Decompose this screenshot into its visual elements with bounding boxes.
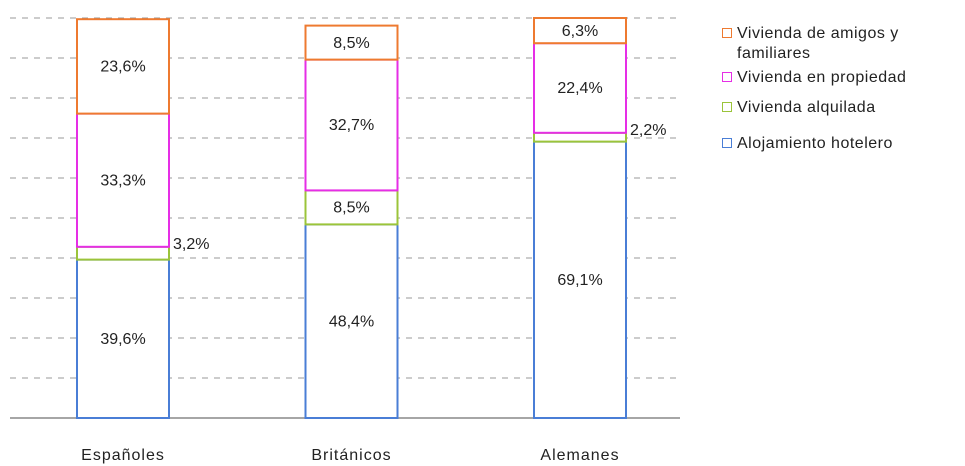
bar-segment	[304, 223, 399, 419]
data-label: 69,1%	[557, 272, 602, 289]
x-tick-label: Alemanes	[540, 447, 619, 464]
bar-segment	[533, 131, 627, 143]
data-label: 3,2%	[173, 236, 209, 253]
bar-segment	[533, 140, 627, 419]
data-label: 8,5%	[333, 200, 369, 217]
legend-item: Vivienda en propiedad	[722, 68, 962, 88]
legend: Vivienda de amigos y familiares Vivienda …	[722, 24, 962, 154]
legend-swatch	[722, 72, 732, 82]
legend-swatch	[722, 28, 732, 38]
bar-segment	[533, 17, 627, 45]
data-label: 2,2%	[630, 122, 666, 139]
legend-item: Vivienda de amigos y familiares	[722, 24, 962, 64]
data-label: 33,3%	[100, 172, 145, 189]
data-label: 23,6%	[100, 59, 145, 76]
bar-segment	[76, 258, 170, 419]
legend-label: Vivienda en propiedad	[737, 69, 907, 86]
bar-segment	[533, 42, 627, 134]
data-label: 39,6%	[100, 331, 145, 348]
x-tick-label: Españoles	[81, 447, 165, 464]
data-label: 6,3%	[562, 23, 598, 40]
legend-label: Vivienda de amigos y familiares	[737, 25, 899, 62]
bar-segment	[304, 58, 399, 192]
legend-item: Vivienda alquilada	[722, 98, 962, 118]
data-label: 8,5%	[333, 35, 369, 52]
x-tick-label: Británicos	[311, 447, 391, 464]
bar-segment	[76, 18, 170, 115]
legend-swatch	[722, 102, 732, 112]
legend-label: Alojamiento hotelero	[737, 135, 893, 152]
bar-segment	[304, 189, 399, 226]
legend-swatch	[722, 138, 732, 148]
legend-item: Alojamiento hotelero	[722, 134, 962, 154]
data-label: 32,7%	[329, 117, 374, 134]
data-label: 22,4%	[557, 80, 602, 97]
bar-segment	[304, 24, 399, 61]
data-label: 48,4%	[329, 313, 374, 330]
bar-segment	[76, 245, 170, 261]
legend-label: Vivienda alquilada	[737, 99, 876, 116]
